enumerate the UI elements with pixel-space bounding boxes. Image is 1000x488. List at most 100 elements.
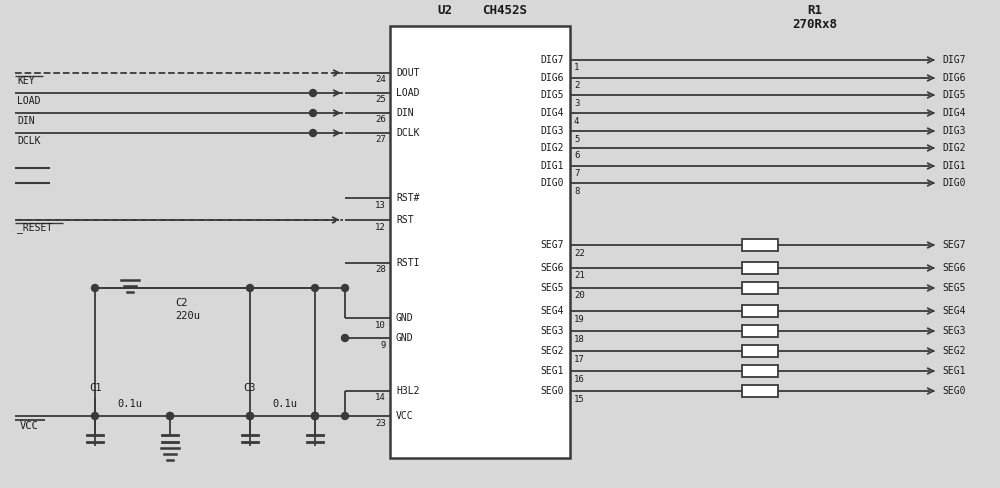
Text: SEG5: SEG5 bbox=[540, 283, 564, 293]
Text: SEG4: SEG4 bbox=[942, 306, 966, 316]
Text: LOAD: LOAD bbox=[17, 96, 40, 106]
Text: DCLK: DCLK bbox=[17, 136, 40, 146]
Text: DIN: DIN bbox=[17, 116, 35, 126]
Circle shape bbox=[166, 412, 174, 420]
Bar bbox=[742, 345, 778, 357]
Text: DIG7: DIG7 bbox=[942, 55, 966, 65]
Text: LOAD: LOAD bbox=[396, 88, 420, 98]
Text: 4: 4 bbox=[574, 117, 579, 125]
Text: 16: 16 bbox=[574, 374, 585, 384]
Circle shape bbox=[246, 412, 254, 420]
Text: DIG0: DIG0 bbox=[540, 178, 564, 188]
Text: H3L2: H3L2 bbox=[396, 386, 420, 396]
Text: SEG0: SEG0 bbox=[540, 386, 564, 396]
Text: 1: 1 bbox=[574, 63, 579, 73]
Circle shape bbox=[312, 412, 318, 420]
Text: DIG3: DIG3 bbox=[942, 126, 966, 136]
Text: 14: 14 bbox=[375, 393, 386, 403]
Circle shape bbox=[310, 89, 316, 97]
Text: DIG0: DIG0 bbox=[942, 178, 966, 188]
Text: DIG2: DIG2 bbox=[540, 143, 564, 153]
Text: SEG1: SEG1 bbox=[540, 366, 564, 376]
Circle shape bbox=[312, 285, 318, 291]
Circle shape bbox=[312, 412, 318, 420]
Text: 25: 25 bbox=[375, 96, 386, 104]
Text: 220u: 220u bbox=[175, 311, 200, 321]
Bar bbox=[742, 305, 778, 317]
Text: 18: 18 bbox=[574, 334, 585, 344]
Text: GND: GND bbox=[396, 333, 414, 343]
Circle shape bbox=[342, 285, 349, 291]
Text: _RESET: _RESET bbox=[17, 223, 52, 233]
Text: 28: 28 bbox=[375, 265, 386, 274]
Text: 0.1u: 0.1u bbox=[272, 399, 297, 409]
Text: KEY: KEY bbox=[17, 76, 35, 86]
Text: 15: 15 bbox=[574, 394, 585, 404]
Text: DIN: DIN bbox=[396, 108, 414, 118]
Text: SEG2: SEG2 bbox=[540, 346, 564, 356]
Bar bbox=[742, 385, 778, 397]
Circle shape bbox=[312, 412, 318, 420]
Text: SEG1: SEG1 bbox=[942, 366, 966, 376]
Text: DIG1: DIG1 bbox=[942, 161, 966, 171]
Circle shape bbox=[342, 334, 349, 342]
Text: DIG1: DIG1 bbox=[540, 161, 564, 171]
Text: DIG4: DIG4 bbox=[942, 108, 966, 118]
Text: RST#: RST# bbox=[396, 193, 420, 203]
Bar bbox=[742, 282, 778, 294]
Text: SEG4: SEG4 bbox=[540, 306, 564, 316]
Text: 17: 17 bbox=[574, 354, 585, 364]
Text: 19: 19 bbox=[574, 314, 585, 324]
Text: 6: 6 bbox=[574, 151, 579, 161]
Text: DIG6: DIG6 bbox=[942, 73, 966, 83]
Text: DIG3: DIG3 bbox=[540, 126, 564, 136]
Text: 13: 13 bbox=[375, 201, 386, 209]
Text: SEG3: SEG3 bbox=[942, 326, 966, 336]
Circle shape bbox=[310, 129, 316, 137]
Text: DCLK: DCLK bbox=[396, 128, 420, 138]
Text: DIG5: DIG5 bbox=[942, 90, 966, 100]
Text: SEG7: SEG7 bbox=[942, 240, 966, 250]
Text: SEG2: SEG2 bbox=[942, 346, 966, 356]
Text: R1: R1 bbox=[808, 3, 822, 17]
Text: 22: 22 bbox=[574, 248, 585, 258]
Text: C1: C1 bbox=[89, 383, 101, 393]
Text: CH452S: CH452S bbox=[482, 3, 528, 17]
Text: RST: RST bbox=[396, 215, 414, 225]
Text: 23: 23 bbox=[375, 419, 386, 427]
Circle shape bbox=[92, 412, 98, 420]
Text: DIG6: DIG6 bbox=[540, 73, 564, 83]
Bar bbox=[742, 365, 778, 377]
Text: 7: 7 bbox=[574, 169, 579, 179]
Text: 0.1u: 0.1u bbox=[117, 399, 142, 409]
Text: SEG0: SEG0 bbox=[942, 386, 966, 396]
Text: SEG5: SEG5 bbox=[942, 283, 966, 293]
Text: DIG2: DIG2 bbox=[942, 143, 966, 153]
Bar bbox=[742, 262, 778, 274]
Text: 2: 2 bbox=[574, 81, 579, 90]
Bar bbox=[390, 26, 570, 458]
Circle shape bbox=[342, 412, 349, 420]
Circle shape bbox=[92, 285, 98, 291]
Text: 24: 24 bbox=[375, 76, 386, 84]
Text: 20: 20 bbox=[574, 291, 585, 301]
Text: 10: 10 bbox=[375, 321, 386, 329]
Bar bbox=[742, 325, 778, 337]
Text: SEG6: SEG6 bbox=[540, 263, 564, 273]
Circle shape bbox=[166, 412, 174, 420]
Text: DOUT: DOUT bbox=[396, 68, 420, 78]
Text: VCC: VCC bbox=[396, 411, 414, 421]
Bar bbox=[742, 239, 778, 251]
Text: 9: 9 bbox=[381, 341, 386, 349]
Text: C2: C2 bbox=[175, 298, 188, 308]
Text: 5: 5 bbox=[574, 135, 579, 143]
Circle shape bbox=[246, 412, 254, 420]
Text: 3: 3 bbox=[574, 99, 579, 107]
Text: GND: GND bbox=[396, 313, 414, 323]
Text: 12: 12 bbox=[375, 223, 386, 231]
Text: RSTI: RSTI bbox=[396, 258, 420, 268]
Text: 21: 21 bbox=[574, 271, 585, 281]
Text: SEG3: SEG3 bbox=[540, 326, 564, 336]
Circle shape bbox=[246, 285, 254, 291]
Text: DIG5: DIG5 bbox=[540, 90, 564, 100]
